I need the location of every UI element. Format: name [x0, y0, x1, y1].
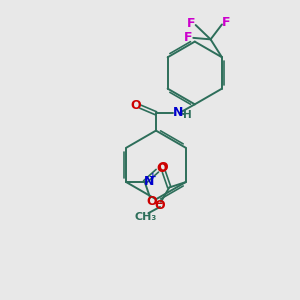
Text: N: N [143, 175, 154, 188]
Text: CH₃: CH₃ [135, 212, 157, 222]
Text: O: O [146, 195, 157, 208]
Text: F: F [187, 17, 196, 30]
Text: F: F [222, 16, 230, 29]
Text: O: O [130, 99, 141, 112]
Text: F: F [184, 32, 193, 44]
Text: H: H [183, 110, 192, 120]
Text: O: O [156, 163, 167, 176]
Text: +: + [149, 172, 157, 181]
Text: O: O [154, 200, 165, 212]
Text: O: O [157, 161, 168, 174]
Text: N: N [172, 106, 183, 119]
Text: −: − [154, 197, 164, 210]
